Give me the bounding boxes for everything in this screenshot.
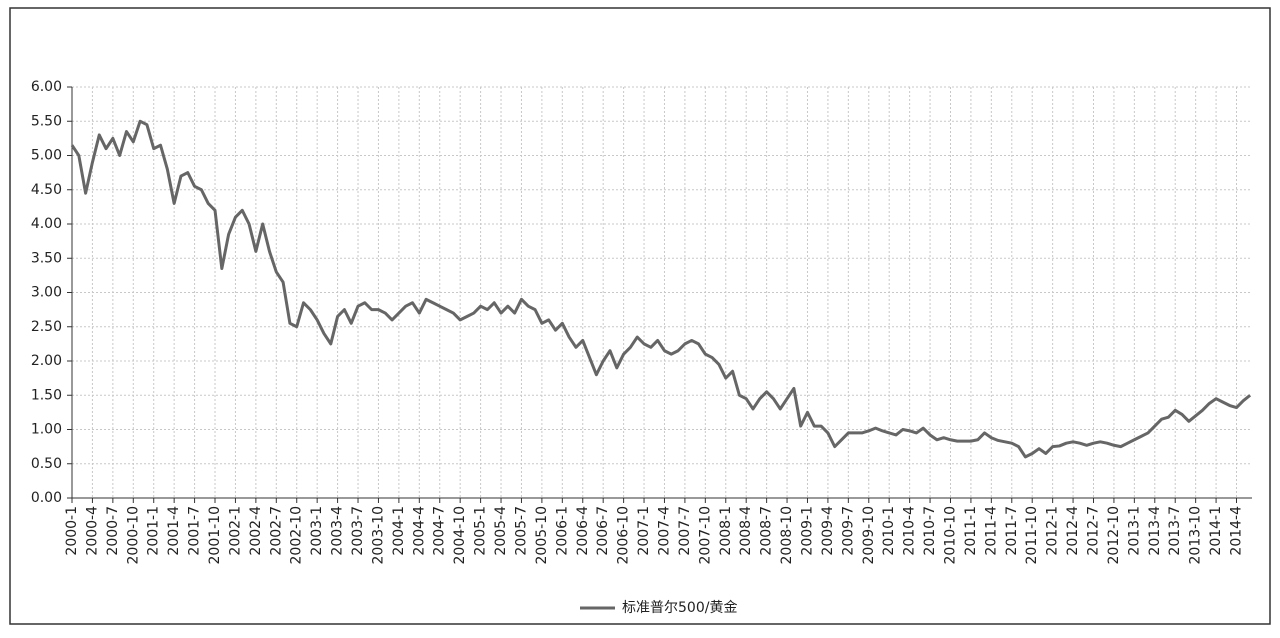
x-tick-label: 2002-7 [268,506,284,556]
y-tick-label: 1.00 [31,422,62,438]
x-tick-label: 2002-10 [289,506,305,565]
x-tick-label: 2006-10 [616,506,632,565]
x-tick-label: 2003-10 [370,506,386,565]
x-tick-label: 2006-1 [554,506,570,556]
y-tick-label: 1.50 [31,387,62,403]
line-series [70,119,1252,459]
x-tick-label: 2008-1 [718,506,734,556]
x-tick-label: 2007-7 [677,506,693,556]
x-tick-label: 2006-4 [575,506,591,556]
legend-label: 标准普尔500/黄金 [622,599,737,616]
x-tick-label: 2000-10 [125,506,141,565]
x-tick-label: 2001-1 [146,506,162,556]
y-tick-label: 5.00 [31,148,62,164]
x-tick-label: 2001-7 [187,506,203,556]
x-tick-label: 2013-4 [1147,506,1163,556]
y-tick-label: 0.50 [31,456,62,472]
x-tick-label: 2010-4 [902,506,918,556]
x-tick-label: 2005-10 [534,506,550,565]
x-tick-label: 2007-4 [656,506,672,556]
x-tick-label: 2003-7 [350,506,366,556]
x-tick-label: 2011-1 [963,506,979,556]
x-tick-label: 2008-10 [779,506,795,565]
x-tick-label: 2008-7 [759,506,775,556]
x-tick-label: 2012-1 [1045,506,1061,556]
x-tick-label: 2009-7 [840,506,856,556]
x-tick-label: 2004-7 [432,506,448,556]
x-tick-label: 2011-4 [983,506,999,556]
y-tick-label: 2.00 [31,353,62,369]
x-tick-label: 2006-7 [595,506,611,556]
y-tick-label: 3.00 [31,285,62,301]
x-tick-label: 2013-10 [1188,506,1204,565]
x-tick-label: 2004-1 [391,506,407,556]
x-tick-label: 2004-10 [452,506,468,565]
x-tick-label: 2004-4 [411,506,427,556]
x-tick-label: 2014-1 [1208,506,1224,556]
x-tick-label: 2002-4 [248,506,264,556]
x-tick-label: 2003-4 [330,506,346,556]
x-tick-label: 2013-1 [1126,506,1142,556]
x-tick-label: 2005-1 [473,506,489,556]
y-tick-label: 5.50 [31,113,62,129]
y-tick-label: 4.00 [31,216,62,232]
x-tick-label: 2014-4 [1229,506,1245,556]
x-tick-label: 2010-10 [942,506,958,565]
x-tick-label: 2000-4 [84,506,100,556]
x-tick-label: 2010-7 [922,506,938,556]
x-tick-label: 2011-7 [1004,506,1020,556]
x-tick-label: 2012-10 [1106,506,1122,565]
x-tick-label: 2012-7 [1086,506,1102,556]
x-tick-label: 2002-1 [227,506,243,556]
x-tick-label: 2000-7 [105,506,121,556]
x-tick-label: 2003-1 [309,506,325,556]
y-tick-label: 3.50 [31,250,62,266]
x-tick-label: 2011-10 [1024,506,1040,565]
x-tick-label: 2001-10 [207,506,223,565]
x-tick-label: 2005-7 [513,506,529,556]
x-tick-label: 2001-4 [166,506,182,556]
x-tick-label: 2007-1 [636,506,652,556]
x-tick-label: 2007-10 [697,506,713,565]
y-tick-label: 4.50 [31,182,62,198]
x-tick-label: 2000-1 [64,506,80,556]
y-tick-label: 6.00 [31,79,62,95]
x-tick-label: 2012-4 [1065,506,1081,556]
x-tick-label: 2010-1 [881,506,897,556]
x-tick-label: 2013-7 [1167,506,1183,556]
frame [9,7,1271,625]
x-tick-label: 2008-4 [738,506,754,556]
y-tick-label: 0.00 [31,490,62,506]
y-tick-label: 2.50 [31,319,62,335]
x-tick-label: 2009-4 [820,506,836,556]
x-tick-label: 2009-10 [861,506,877,565]
x-tick-label: 2009-1 [799,506,815,556]
x-tick-label: 2005-4 [493,506,509,556]
